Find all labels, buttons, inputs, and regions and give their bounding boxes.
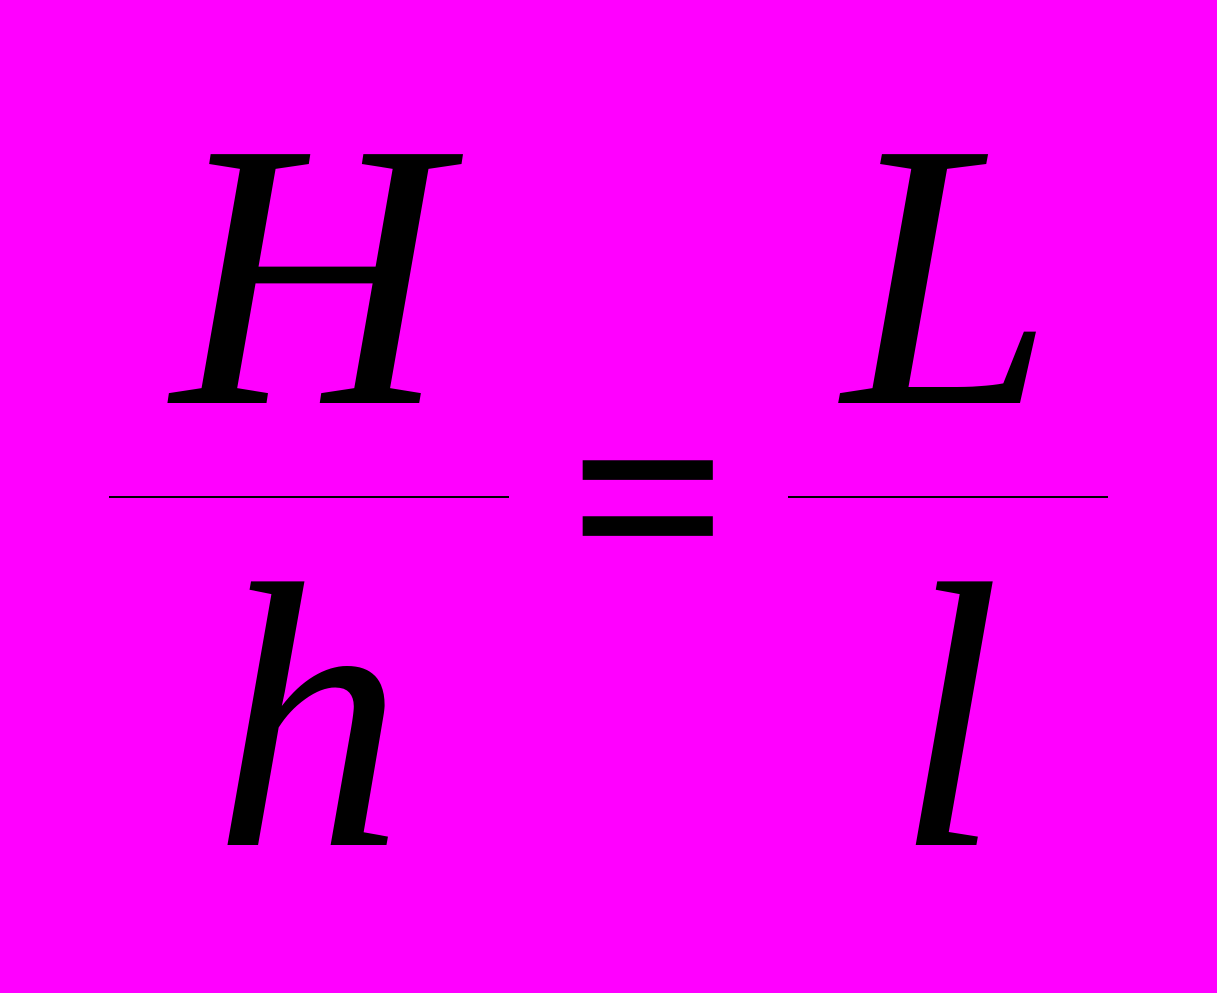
left-fraction-bar — [109, 496, 509, 498]
left-fraction: H h — [109, 86, 509, 908]
left-denominator: h — [109, 528, 509, 908]
left-numerator: H — [109, 86, 509, 466]
right-fraction: L l — [788, 86, 1108, 908]
equation-container: H h = L l — [109, 86, 1109, 908]
right-numerator: L — [788, 86, 1108, 466]
equals-operator: = — [569, 357, 729, 637]
right-denominator: l — [788, 528, 1108, 908]
right-fraction-bar — [788, 496, 1108, 498]
